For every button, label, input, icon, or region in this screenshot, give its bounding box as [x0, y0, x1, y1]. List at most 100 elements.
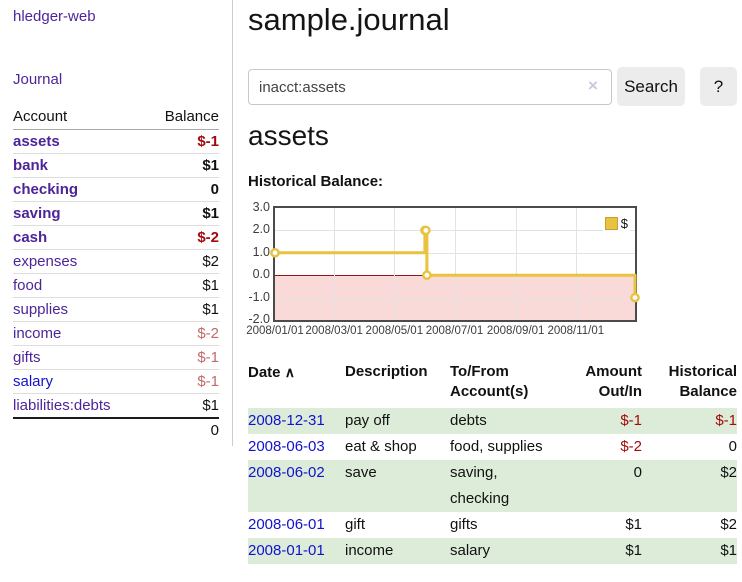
sidebar: hledger-web Journal Account Balance asse… — [0, 0, 233, 446]
search-input[interactable] — [248, 69, 612, 105]
account-link[interactable]: food — [13, 277, 43, 294]
x-axis-tick-label: 2008/07/01 — [425, 325, 484, 337]
transaction-balance: $2 — [720, 516, 737, 533]
account-balance-table: Account Balance assets $-1 bank $1 checking 0… — [13, 105, 219, 442]
account-link[interactable]: cash — [13, 229, 48, 246]
y-axis-tick-label: 3.0 — [252, 200, 270, 214]
balance-column-header: Historical Balance — [668, 363, 737, 400]
transaction-balance: $1 — [642, 538, 737, 564]
account-column-header: Account — [13, 105, 146, 130]
chart-legend: $ — [602, 215, 630, 232]
search-button[interactable]: Search — [617, 67, 685, 106]
account-link[interactable]: checking — [13, 181, 79, 198]
chart-gridline — [334, 208, 336, 320]
page-title: sample.journal — [248, 2, 450, 37]
transaction-amount: $-1 — [550, 408, 642, 434]
sidebar-account-row: assets $-1 — [13, 129, 219, 154]
x-axis-tick-label: 2008/05/01 — [365, 325, 424, 337]
sort-ascending-icon: ∧ — [284, 364, 295, 380]
register-row: 2008-06-02 save saving, checking 0 $2 — [248, 460, 737, 512]
transaction-balance: $-1 — [642, 408, 737, 434]
y-axis-tick-label: -2.0 — [248, 312, 270, 326]
transaction-description: income — [345, 538, 450, 564]
account-balance: $-2 — [145, 225, 219, 250]
transaction-amount: $-2 — [620, 438, 642, 455]
account-balance: $1 — [145, 153, 219, 178]
help-button[interactable]: ? — [700, 67, 737, 106]
transaction-accounts: food, supplies — [450, 438, 543, 455]
transaction-date-link[interactable]: 2008-12-31 — [248, 412, 325, 429]
legend-label: $ — [620, 216, 628, 231]
sidebar-account-row: supplies $1 — [13, 297, 219, 322]
x-axis-tick-label: 2008/11/01 — [547, 325, 605, 337]
register-table: Date ∧ Description To/From Account(s) Am… — [248, 360, 737, 564]
account-balance: $-2 — [145, 321, 219, 346]
sidebar-account-row: checking 0 — [13, 177, 219, 202]
sidebar-account-row: cash $-2 — [13, 225, 219, 250]
sidebar-account-row: saving $1 — [13, 201, 219, 226]
account-balance: 0 — [145, 177, 219, 202]
app-title-link[interactable]: hledger-web — [13, 8, 96, 25]
account-link[interactable]: saving — [13, 205, 61, 222]
account-balance: $1 — [145, 393, 219, 419]
transaction-accounts: saving, checking — [450, 460, 550, 512]
sidebar-account-row: gifts $-1 — [13, 345, 219, 370]
sidebar-account-row: income $-2 — [13, 321, 219, 346]
clear-search-icon[interactable]: × — [588, 76, 598, 95]
y-axis-tick-label: 1.0 — [252, 244, 270, 259]
register-row: 2008-01-01 income salary $1 $1 — [248, 538, 737, 564]
balance-chart: $ — [270, 206, 640, 322]
register-row: 2008-06-03 eat & shop food, supplies $-2 0 — [248, 434, 737, 460]
transaction-date-link[interactable]: 2008-06-01 — [248, 516, 325, 533]
sidebar-total-row: 0 — [13, 418, 219, 442]
y-axis-tick-label: 0.0 — [252, 267, 270, 282]
y-axis-tick-label: -1.0 — [248, 289, 270, 304]
account-heading: assets — [248, 120, 329, 151]
account-link[interactable]: expenses — [13, 253, 78, 270]
chart-gridline — [575, 208, 577, 320]
accounts-column-header: To/From Account(s) — [450, 363, 529, 400]
chart-gridline — [515, 208, 517, 320]
account-balance: $-1 — [145, 369, 219, 394]
transaction-balance: 0 — [728, 438, 737, 455]
account-link[interactable]: bank — [13, 157, 49, 174]
sidebar-account-row: expenses $2 — [13, 249, 219, 274]
account-balance: $1 — [145, 297, 219, 322]
transaction-description: pay off — [345, 408, 450, 434]
transaction-date-link[interactable]: 2008-06-03 — [248, 438, 325, 455]
account-balance: $2 — [145, 249, 219, 274]
account-link[interactable]: supplies — [13, 301, 69, 318]
description-column-header: Description — [345, 363, 428, 380]
sidebar-account-row: bank $1 — [13, 153, 219, 178]
y-axis-tick-label: 2.0 — [252, 222, 270, 237]
sidebar-account-row: liabilities:debts $1 — [13, 393, 219, 419]
transaction-balance: $2 — [642, 460, 737, 512]
account-link[interactable]: income — [13, 325, 62, 342]
transaction-description: gift — [345, 516, 366, 533]
balance-column-header: Balance — [145, 105, 219, 130]
chart-gridline — [394, 208, 396, 320]
sidebar-account-row: salary $-1 — [13, 369, 219, 394]
account-link[interactable]: assets — [13, 133, 60, 150]
account-link[interactable]: salary — [13, 373, 54, 390]
account-link[interactable]: gifts — [13, 349, 41, 366]
legend-swatch-icon — [604, 217, 618, 230]
transaction-accounts: gifts — [450, 516, 478, 533]
x-axis-tick-label: 2008/01/01 — [246, 325, 304, 337]
chart-line-series — [270, 225, 640, 303]
chart-heading: Historical Balance: — [248, 173, 384, 190]
transaction-description: save — [345, 460, 450, 512]
transaction-date-link[interactable]: 2008-06-02 — [248, 464, 325, 481]
transaction-date-link[interactable]: 2008-01-01 — [248, 542, 325, 559]
account-link[interactable]: liabilities:debts — [13, 397, 111, 414]
account-balance: $-1 — [145, 129, 219, 154]
x-axis-tick-label: 2008/09/01 — [486, 325, 545, 337]
transaction-amount: $1 — [550, 538, 642, 564]
amount-column-header: Amount Out/In — [585, 363, 642, 400]
total-balance: 0 — [210, 422, 219, 439]
transaction-accounts: salary — [450, 538, 550, 564]
date-column-header[interactable]: Date ∧ — [248, 364, 295, 381]
sidebar-item-journal[interactable]: Journal — [13, 71, 63, 88]
sidebar-account-row: food $1 — [13, 273, 219, 298]
